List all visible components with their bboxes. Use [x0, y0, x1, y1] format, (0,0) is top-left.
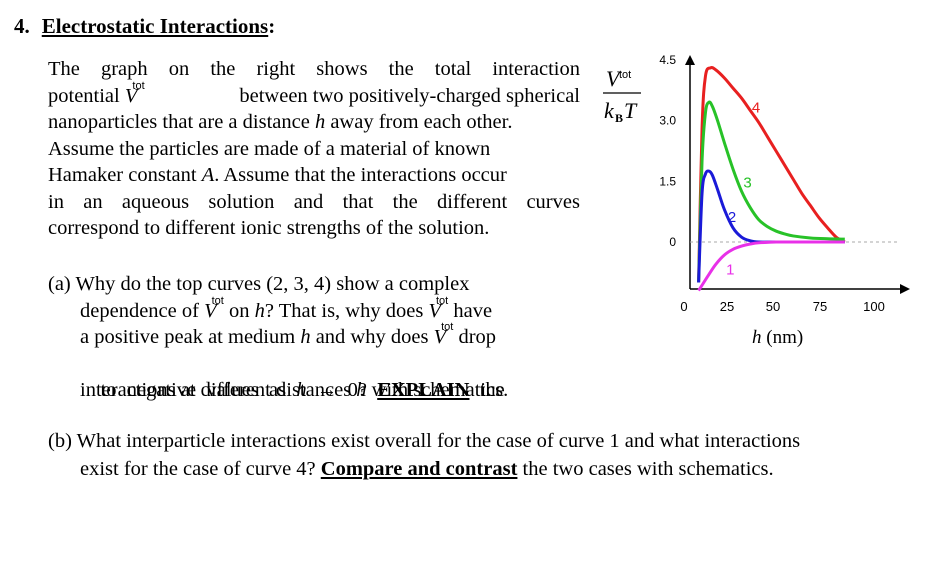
curve-label-3: 3: [743, 174, 751, 191]
intro-word: and: [293, 190, 324, 213]
intro-word: an: [83, 190, 103, 213]
intro-word: the: [210, 58, 236, 80]
intro-word: the: [392, 190, 418, 213]
intro-line-5: Hamaker constant A. Assume that the inte…: [48, 162, 580, 189]
x-tick-label: 100: [863, 299, 885, 314]
y-label-numerator: V: [606, 66, 622, 91]
intro-word: total: [434, 58, 472, 80]
intro-word: right: [256, 58, 296, 80]
x-tick-label: 75: [813, 299, 827, 314]
chart-series: [697, 66, 846, 292]
part-b: (b) What interparticle interactions exis…: [48, 428, 928, 484]
y-tick-label: 3.0: [659, 114, 676, 128]
intro-line-6: in an aqueous solution and that the different cu…: [48, 189, 580, 216]
intro-text: nanoparticles that are a distance h away…: [48, 111, 513, 133]
curve-labels: 4 3 2 1: [726, 99, 760, 278]
intro-word: different: [436, 190, 508, 213]
curve-4-line: [697, 66, 846, 283]
question-title: 4. Electrostatic Interactions:: [14, 14, 275, 39]
intro-word: solution: [208, 190, 275, 213]
chart-ticks: 4.5 3.0 1.5 0 0 25 50 75 100: [659, 53, 885, 314]
question-number: 4.: [14, 14, 30, 38]
part-b-line-1: (b) What interparticle interactions exis…: [48, 430, 801, 452]
part-a: (a) Why do the top curves (2, 3, 4) show…: [48, 271, 580, 404]
compare-contrast-emphasis: Compare and contrast: [320, 458, 518, 480]
part-a-line-5: interactions at different distances h wi…: [80, 379, 509, 401]
intro-word: aqueous: [121, 190, 190, 213]
part-b-line-2: exist for the case of curve 4? Compare a…: [80, 458, 774, 480]
y-axis-label: V tot k B T: [603, 66, 641, 125]
explain-emphasis: EXPLAIN: [377, 379, 470, 401]
question-heading: Electrostatic Interactions: [41, 14, 269, 38]
chart-axes: [685, 55, 910, 294]
intro-line-2: potential Vtot between two positively-ch…: [48, 79, 580, 110]
curve-3-line: [697, 100, 845, 283]
y-tick-label: 1.5: [659, 174, 676, 188]
intro-text: between two positively-charged spherical: [239, 84, 580, 107]
symbol-v: V: [124, 84, 138, 107]
intro-word: in: [48, 190, 64, 213]
curve-2-line: [697, 169, 845, 283]
symbol-tot: tot: [132, 79, 145, 92]
intro-word: the: [388, 58, 414, 80]
heading-colon: :: [268, 14, 276, 38]
intro-text: potential Vtot: [48, 79, 145, 107]
part-a-line-4: to negative values as h → 0? EXPLAIN the: [100, 379, 505, 401]
intro-word: curves: [526, 190, 580, 213]
intro-line-7: correspond to different ionic strengths …: [48, 217, 490, 239]
curve-label-4: 4: [752, 99, 760, 116]
intro-word: The: [48, 58, 80, 80]
intro-text: Hamaker constant A. Assume that the inte…: [48, 164, 507, 186]
part-a-line-3: a positive peak at medium h and why does…: [80, 321, 497, 348]
part-a-line-1: (a) Why do the top curves (2, 3, 4) show…: [48, 273, 470, 295]
x-tick-label: 25: [720, 299, 734, 314]
y-tick-label: 4.5: [659, 53, 676, 67]
y-label-denominator-t: T: [624, 98, 638, 123]
x-axis-label: h (nm): [752, 327, 803, 348]
x-tick-label: 0: [680, 299, 687, 314]
intro-word: shows: [316, 58, 368, 80]
y-tick-label: 0: [669, 235, 676, 249]
intro-paragraph: The graph on the right shows the total interacti…: [48, 56, 580, 242]
y-label-sup: tot: [619, 69, 631, 81]
intro-line-4: Assume the particles are made of a mater…: [48, 137, 491, 160]
x-tick-label: 50: [766, 299, 780, 314]
part-a-line-2: dependence of Vtot on h? That is, why do…: [80, 294, 493, 322]
intro-word: on: [168, 58, 190, 80]
intro-line-1: The graph on the right shows the total interacti…: [48, 56, 580, 83]
y-label-denominator-sub: B: [615, 111, 623, 125]
intro-word: graph: [100, 58, 148, 80]
y-label-denominator-k: k: [604, 98, 615, 123]
curve-label-2: 2: [728, 209, 736, 226]
curve-1-line: [697, 240, 845, 292]
intro-word: interaction: [492, 58, 580, 80]
curve-label-1: 1: [726, 261, 734, 278]
intro-word: that: [342, 190, 374, 213]
intro-line-3: nanoparticles that are a distance h away…: [48, 109, 580, 136]
